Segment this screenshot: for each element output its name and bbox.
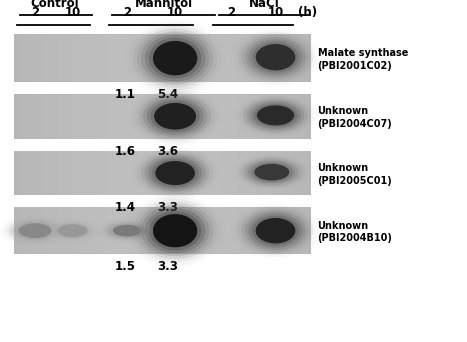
Ellipse shape xyxy=(49,221,96,241)
Ellipse shape xyxy=(238,207,313,255)
Ellipse shape xyxy=(256,218,296,244)
Ellipse shape xyxy=(256,44,296,70)
Ellipse shape xyxy=(7,218,63,244)
Ellipse shape xyxy=(238,32,313,82)
Ellipse shape xyxy=(242,158,302,186)
Text: 3.3: 3.3 xyxy=(158,260,178,273)
Text: Malate synthase: Malate synthase xyxy=(318,48,408,58)
Ellipse shape xyxy=(240,96,311,134)
Ellipse shape xyxy=(252,216,299,246)
Ellipse shape xyxy=(57,224,88,237)
Ellipse shape xyxy=(153,41,198,75)
Ellipse shape xyxy=(248,39,303,75)
Ellipse shape xyxy=(143,96,207,137)
Ellipse shape xyxy=(141,205,209,256)
Text: 1.4: 1.4 xyxy=(115,201,135,214)
Text: 2: 2 xyxy=(123,6,131,19)
Ellipse shape xyxy=(108,223,146,238)
Ellipse shape xyxy=(135,91,215,142)
Ellipse shape xyxy=(106,222,149,239)
Ellipse shape xyxy=(241,209,310,252)
Text: Mannitol: Mannitol xyxy=(134,0,192,10)
Text: NaCl: NaCl xyxy=(248,0,279,10)
Text: 1.6: 1.6 xyxy=(115,145,135,158)
Ellipse shape xyxy=(147,98,204,134)
Text: Unknown: Unknown xyxy=(318,106,368,116)
Ellipse shape xyxy=(145,155,205,192)
Ellipse shape xyxy=(149,38,201,78)
Ellipse shape xyxy=(245,159,299,185)
Ellipse shape xyxy=(150,101,200,132)
Ellipse shape xyxy=(55,223,90,238)
Ellipse shape xyxy=(133,25,217,91)
Text: (PBI2001C02): (PBI2001C02) xyxy=(318,61,392,71)
Ellipse shape xyxy=(141,152,209,194)
Ellipse shape xyxy=(243,98,308,133)
Ellipse shape xyxy=(241,35,310,80)
Ellipse shape xyxy=(153,214,198,247)
Ellipse shape xyxy=(13,221,57,241)
Ellipse shape xyxy=(254,164,289,181)
Ellipse shape xyxy=(248,213,303,248)
Ellipse shape xyxy=(16,222,54,239)
Ellipse shape xyxy=(145,208,205,253)
Ellipse shape xyxy=(145,35,205,82)
Text: Unknown: Unknown xyxy=(318,221,368,231)
Text: (h): (h) xyxy=(298,6,317,19)
Ellipse shape xyxy=(139,93,211,139)
Ellipse shape xyxy=(137,150,213,196)
Ellipse shape xyxy=(46,220,99,242)
Ellipse shape xyxy=(245,37,306,77)
Text: 10: 10 xyxy=(268,6,283,19)
Text: (PBI2004C07): (PBI2004C07) xyxy=(318,119,392,129)
Ellipse shape xyxy=(4,216,66,245)
Ellipse shape xyxy=(100,220,154,242)
Text: 10: 10 xyxy=(167,6,183,19)
Ellipse shape xyxy=(133,199,217,262)
Text: 2: 2 xyxy=(31,6,39,19)
Text: (PBI2005C01): (PBI2005C01) xyxy=(318,175,392,186)
Ellipse shape xyxy=(251,162,292,182)
Ellipse shape xyxy=(141,31,209,85)
Ellipse shape xyxy=(239,156,305,188)
Text: 10: 10 xyxy=(64,6,80,19)
Ellipse shape xyxy=(43,219,101,243)
Ellipse shape xyxy=(252,42,299,73)
Text: 1.1: 1.1 xyxy=(115,88,135,101)
Text: Unknown: Unknown xyxy=(318,163,368,173)
Text: 3.3: 3.3 xyxy=(158,201,178,214)
Ellipse shape xyxy=(10,219,60,242)
Text: Control: Control xyxy=(31,0,79,10)
Ellipse shape xyxy=(19,223,51,238)
Ellipse shape xyxy=(250,102,301,129)
Ellipse shape xyxy=(155,161,195,185)
Text: 1.5: 1.5 xyxy=(115,260,135,273)
Ellipse shape xyxy=(154,103,196,130)
Ellipse shape xyxy=(257,105,294,126)
Ellipse shape xyxy=(103,221,151,241)
Text: 5.4: 5.4 xyxy=(157,88,179,101)
Text: 2: 2 xyxy=(227,6,235,19)
Ellipse shape xyxy=(248,161,296,184)
Ellipse shape xyxy=(254,104,297,127)
Ellipse shape xyxy=(245,211,306,250)
Ellipse shape xyxy=(247,100,304,131)
Ellipse shape xyxy=(148,157,202,189)
Ellipse shape xyxy=(111,224,143,237)
Text: (PBI2004B10): (PBI2004B10) xyxy=(318,233,392,243)
Ellipse shape xyxy=(152,159,198,187)
Text: 3.6: 3.6 xyxy=(158,145,178,158)
Ellipse shape xyxy=(149,211,201,250)
Ellipse shape xyxy=(52,222,93,239)
Ellipse shape xyxy=(137,202,213,259)
Ellipse shape xyxy=(113,225,141,236)
Ellipse shape xyxy=(137,28,213,88)
